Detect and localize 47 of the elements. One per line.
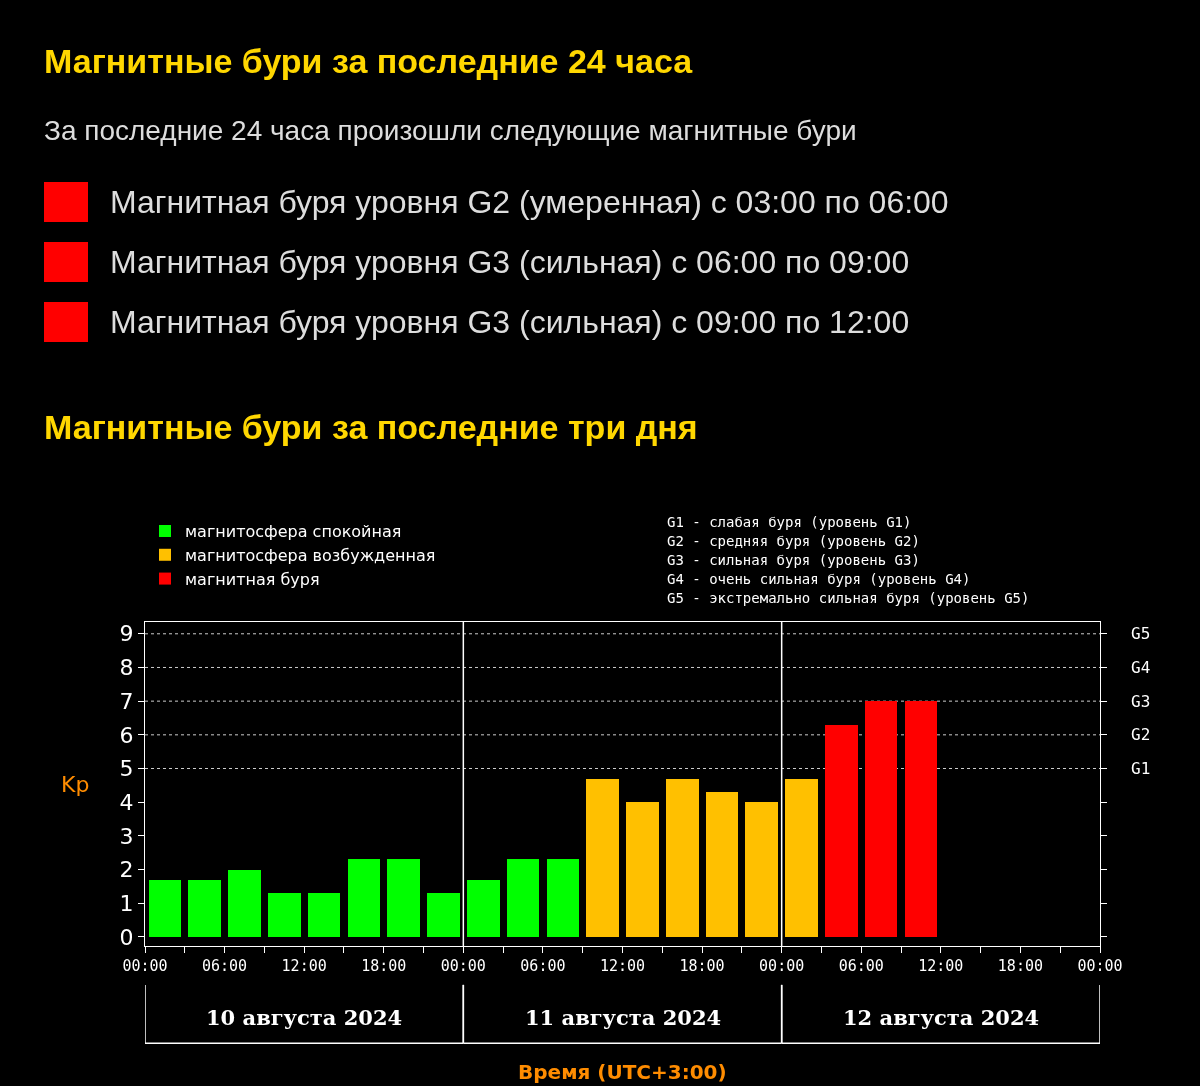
text: 11 августа 2024: [525, 1005, 722, 1030]
x-tick-label: 18:00: [679, 957, 725, 975]
text: G4 - очень сильная буря (уровень G4): [667, 571, 971, 587]
text: 12 августа 2024: [843, 1005, 1040, 1030]
y-tick-label: 5: [119, 756, 134, 782]
ref-line-label: G5: [1131, 624, 1151, 643]
ref-line-label: G2: [1131, 725, 1151, 744]
legend-label: магнитосфера возбужденная: [185, 546, 436, 566]
text: G3 - сильная буря (уровень G3): [667, 552, 920, 568]
y-axis-title: Kp: [61, 772, 90, 797]
x-tick-label: 00:00: [122, 957, 168, 975]
text: Магнитная буря уровня G2 (умеренная) с 03:00 по 06:00: [110, 183, 949, 221]
x-tick-label: 12:00: [918, 957, 964, 975]
text: 10 августа 2024: [206, 1005, 403, 1030]
text: G2 - средняя буря (уровень G2): [667, 533, 920, 549]
x-tick-label: 06:00: [520, 957, 566, 975]
x-tick-label: 00:00: [759, 957, 805, 975]
x-axis-title: Время (UTC+3:00): [518, 1060, 727, 1084]
x-tick-label: 06:00: [202, 957, 248, 975]
text: Магнитные бури за последние 24 часа: [44, 42, 693, 81]
chart-title: Магнитные бури за последние три дня: [44, 408, 698, 447]
y-tick-label: 3: [119, 823, 134, 849]
x-tick-label: 00:00: [1077, 957, 1123, 975]
legend-label: магнитная буря: [185, 569, 320, 589]
y-tick-label: 1: [119, 890, 134, 916]
y-tick-label: 4: [119, 789, 134, 815]
text: G1 - слабая буря (уровень G1): [667, 514, 912, 530]
y-tick-label: 9: [119, 621, 134, 647]
x-tick-label: 00:00: [440, 957, 486, 975]
text: Магнитная буря уровня G3 (сильная) с 09:00 по 12:00: [110, 303, 910, 341]
y-tick-label: 2: [119, 857, 134, 883]
y-tick-label: 8: [119, 655, 134, 681]
x-tick-label: 18:00: [997, 957, 1043, 975]
x-tick-label: 18:00: [361, 957, 407, 975]
x-tick-label: 06:00: [838, 957, 884, 975]
x-tick-label: 12:00: [281, 957, 327, 975]
y-tick-label: 7: [119, 688, 134, 714]
ref-line-label: G1: [1131, 759, 1151, 778]
y-tick-label: 6: [119, 722, 134, 748]
text: Магнитная буря уровня G3 (сильная) с 06:00 по 09:00: [110, 243, 910, 281]
ref-line-label: G3: [1131, 692, 1151, 711]
text: G5 - экстремально сильная буря (уровень G5): [667, 590, 1030, 606]
ref-line-label: G4: [1131, 658, 1151, 677]
text: За последние 24 часа произошли следующие магнитные бури: [44, 115, 857, 147]
x-tick-label: 12:00: [599, 957, 646, 975]
legend-label: магнитосфера спокойная: [185, 522, 402, 542]
y-tick-label: 0: [119, 924, 134, 950]
